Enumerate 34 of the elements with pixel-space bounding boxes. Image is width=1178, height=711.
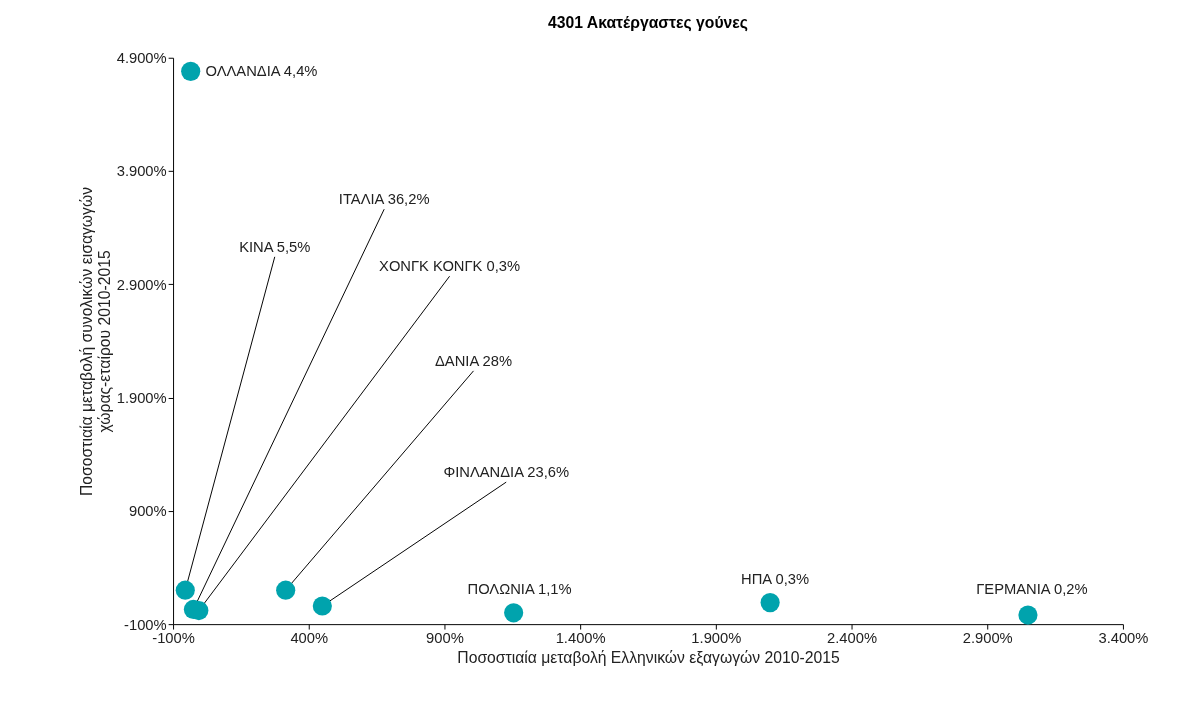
y-tick-label: 4.900% (116, 50, 167, 67)
data-label: ΚΙΝΑ 5,5% (239, 238, 311, 255)
data-label: ΓΕΡΜΑΝΙΑ 0,2% (976, 581, 1088, 598)
x-tick-label: -100% (152, 630, 195, 647)
x-tick-label: 900% (426, 630, 464, 647)
text: χώρας-εταίρου 2010-2015 (95, 250, 113, 433)
y-tick-label: 2.900% (116, 276, 167, 293)
y-tick-label: 3.900% (116, 163, 167, 180)
data-label: ΔΑΝΙΑ 28% (434, 352, 513, 369)
data-label: ΗΠΑ 0,3% (741, 570, 810, 587)
text: Ποσοστιαία μεταβολή συνολικών εισαγωγών (78, 186, 96, 496)
point (181, 61, 201, 81)
data-label: ΠΟΛΩΝΙΑ 1,1% (467, 581, 572, 598)
point (504, 603, 524, 623)
data-label: ΦΙΝΛΑΝΔΙΑ 23,6% (443, 464, 570, 481)
data-label: ΟΛΛΑΝΔΙΑ 4,4% (205, 63, 318, 80)
x-tick-label: 400% (290, 630, 329, 647)
y-tick-label: 1.900% (116, 390, 167, 406)
point (760, 593, 780, 613)
point (1018, 605, 1038, 625)
point (276, 580, 296, 600)
data-label: ΧΟΝΓΚ ΚΟΝΓΚ 0,3% (379, 258, 521, 275)
point (312, 596, 332, 616)
y-tick-label: 900% (128, 503, 167, 520)
x-tick-label: 2.900% (962, 630, 1013, 647)
x-tick-label: 3.400% (1098, 630, 1149, 647)
y-tick-label: -100% (124, 616, 167, 633)
point (175, 580, 195, 600)
data-label: ΙΤΑΛΙΑ 36,2% (338, 191, 430, 208)
x-tick-label: 2.400% (827, 630, 878, 647)
x-axis-title: Ποσοστιαία μεταβολή Ελληνικών εξαγωγών 2010-2015 (457, 648, 840, 667)
chart-title: 4301 Ακατέργαστες γούνες (548, 14, 748, 33)
x-tick-label: 1.400% (555, 630, 606, 647)
x-tick-label: 1.900% (691, 630, 742, 647)
